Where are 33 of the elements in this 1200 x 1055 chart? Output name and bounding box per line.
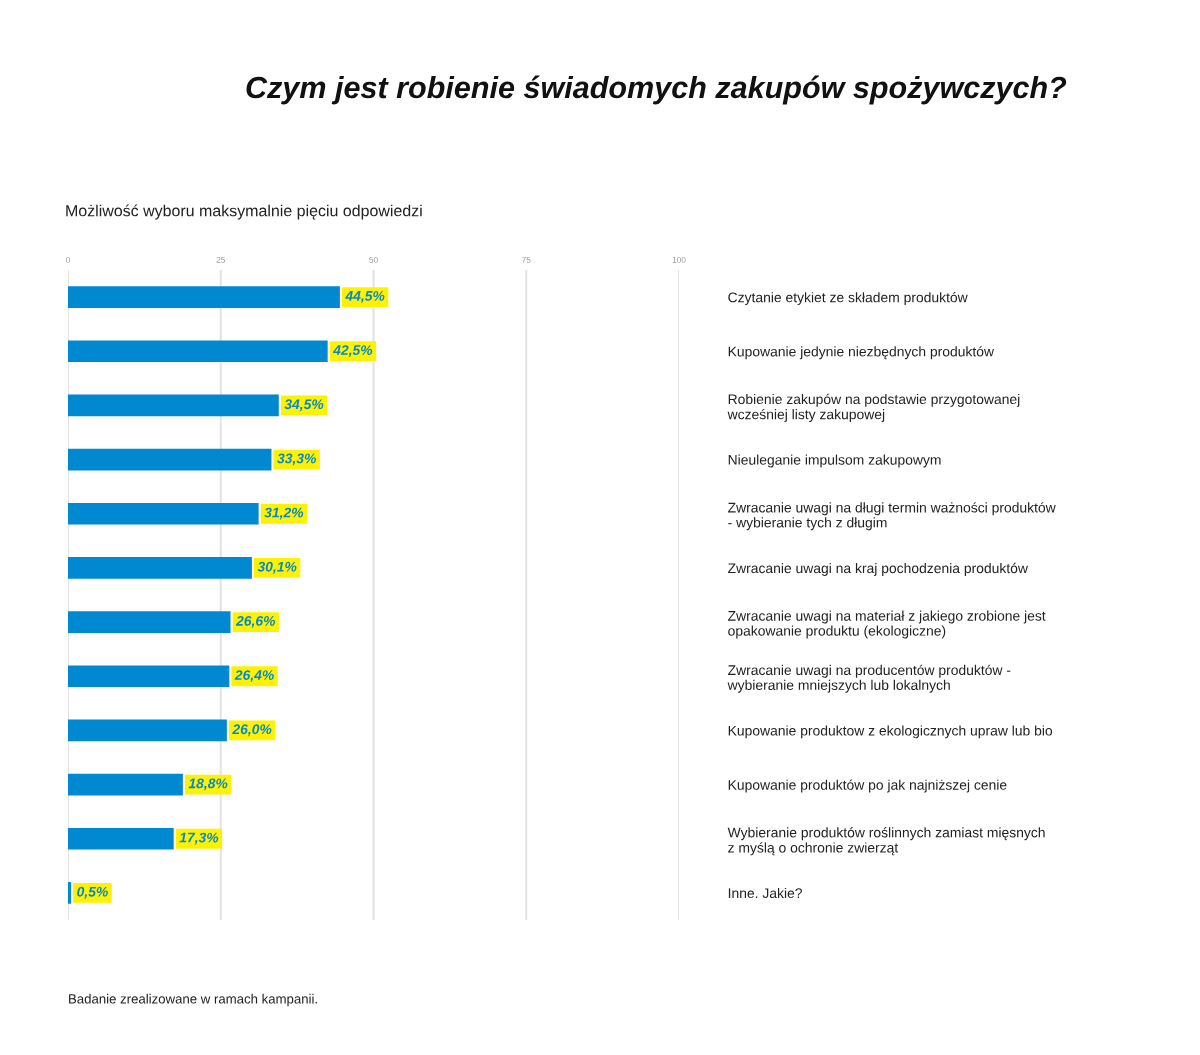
data-label: 26,6% [235, 615, 276, 628]
data-label: 30,1% [257, 561, 297, 574]
data-label: 44,5% [345, 291, 385, 303]
x-tick-label: 75 [522, 256, 531, 263]
y-tick-label: Kupowanie produktów po jak najniższej cenie [728, 779, 1007, 793]
y-tick-label: Nieuleganie impulsom zakupowym [728, 454, 941, 468]
x-tick-label: 0 [66, 256, 70, 263]
data-label: 26,0% [232, 724, 272, 737]
data-label: 33,3% [277, 453, 317, 466]
data-label: 0,5% [77, 886, 108, 899]
data-label: 26,4% [234, 670, 274, 682]
x-tick-label: 50 [369, 256, 378, 263]
y-tick-label: Kupowanie jedynie niezbędnych produktów [728, 346, 995, 360]
y-tick-label: Wybieranie produktów roślinnych zamiast mięsnych z myślą o ochronie zwierząt [727, 827, 1045, 856]
y-tick-label: Kupowanie produktow z ekologicznych upraw lub bio [728, 725, 1053, 739]
y-tick-label: Zwracanie uwagi na producentów produktów - wybieranie mniejszych lub lokalnych [727, 664, 1011, 693]
y-tick-label: Zwracanie uwagi na kraj pochodzenia produktów [728, 562, 1028, 576]
y-tick-label: Zwracanie uwagi na długi termin ważności produktów - wybieranie tych z długim [728, 502, 1056, 531]
y-tick-label: Zwracanie uwagi na materiał z jakiego zrobione jest opakowanie produktu (ekologiczne) [728, 610, 1046, 639]
x-tick-label: 100 [672, 256, 686, 263]
data-label: 31,2% [264, 507, 304, 520]
data-label: 18,8% [188, 778, 228, 791]
y-tick-label: Czytanie etykiet ze składem produktów [728, 291, 968, 306]
data-label: 17,3% [179, 832, 219, 845]
bar [68, 882, 72, 904]
y-tick-label: Robienie zakupów na podstawie przygotowanej wcześniej listy zakupowej [727, 393, 1020, 423]
chart-title: Czym jest robienie świadomych zakupów spożywczych? [246, 75, 1067, 105]
data-label: 34,5% [284, 399, 324, 412]
data-label: 42,5% [333, 345, 373, 357]
text: Badanie zrealizowane w ramach kampanii. [69, 993, 317, 1007]
chart-subtitle: Możliwość wyboru maksymalnie pięciu odpowiedzi [66, 204, 422, 220]
x-tick-label: 25 [216, 256, 226, 263]
y-tick-label: Inne. Jakie? [728, 887, 802, 899]
